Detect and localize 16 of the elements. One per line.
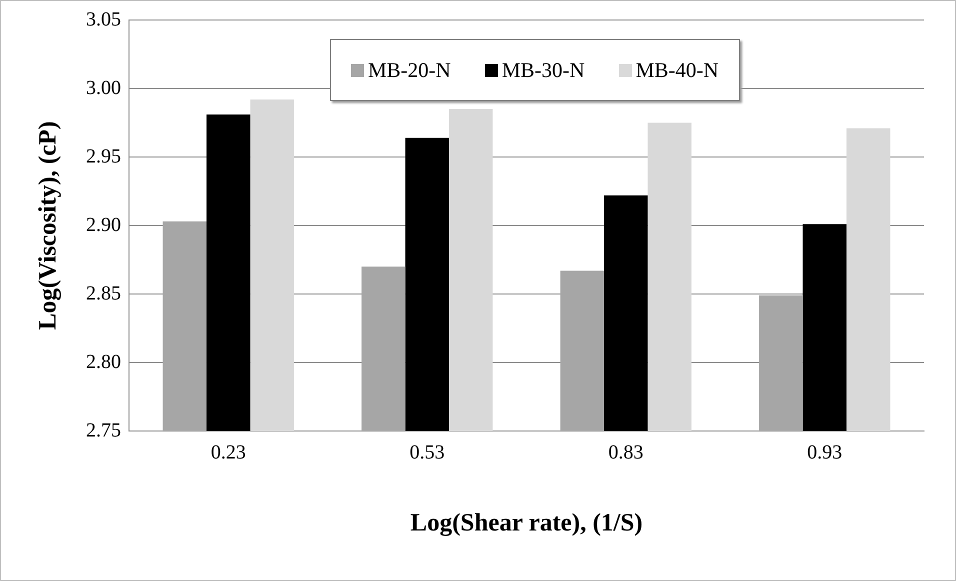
y-axis-title: Log(Viscosity), (cP)	[34, 121, 62, 330]
x-tick-label: 0.53	[410, 441, 445, 464]
y-tick-label: 2.85	[86, 282, 121, 304]
legend-label: MB-40-N	[636, 58, 719, 82]
x-tick-label: 0.23	[210, 441, 246, 464]
y-tick-label: 2.90	[86, 214, 121, 236]
y-tick-label: 2.80	[86, 350, 121, 373]
y-tick-label: 2.75	[86, 419, 121, 442]
legend-label: MB-30-N	[502, 58, 585, 82]
x-tick-label: 0.93	[807, 441, 842, 464]
y-tick-label: 3.00	[86, 76, 121, 99]
y-tick-label: 3.05	[86, 8, 121, 30]
y-tick-label: 2.95	[86, 145, 121, 168]
x-tick-label: 0.83	[608, 441, 644, 464]
x-axis-title: Log(Shear rate), (1/S)	[410, 509, 643, 536]
legend-label: MB-20-N	[368, 58, 451, 82]
